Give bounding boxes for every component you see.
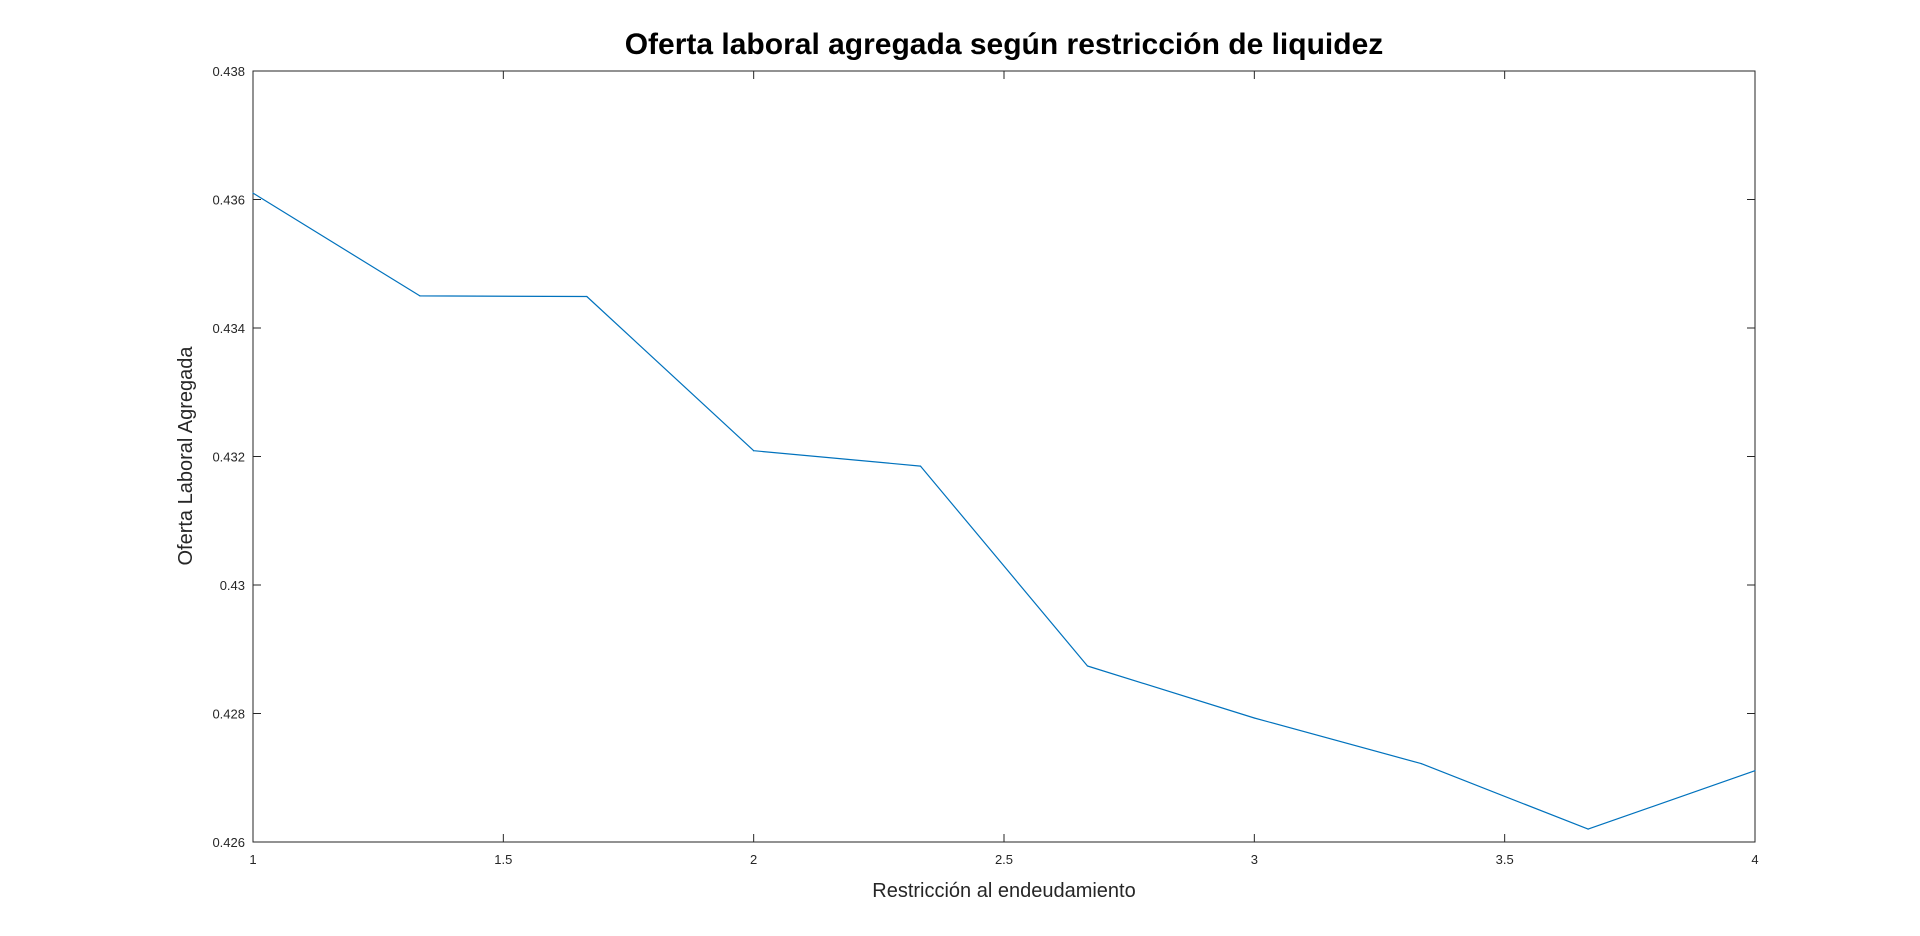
data-point bbox=[1253, 717, 1255, 719]
y-tick-label: 0.436 bbox=[212, 193, 245, 208]
y-tick-label: 0.432 bbox=[212, 450, 245, 465]
data-point bbox=[1086, 665, 1089, 667]
y-tick-label: 0.438 bbox=[212, 64, 245, 79]
y-axis-label: Oferta Laboral Agregada bbox=[175, 346, 197, 566]
x-axis-ticks bbox=[252, 71, 1756, 842]
data-point bbox=[1587, 828, 1589, 830]
x-tick-label: 3 bbox=[1251, 852, 1258, 867]
y-axis-ticks bbox=[253, 70, 1755, 843]
x-tick-label: 2 bbox=[750, 852, 757, 867]
data-point bbox=[419, 295, 421, 297]
axes-box bbox=[252, 70, 1756, 843]
x-tick-label: 4 bbox=[1751, 852, 1758, 867]
data-point bbox=[252, 192, 254, 194]
y-tick-label: 0.43 bbox=[220, 578, 245, 593]
series-line bbox=[252, 192, 1756, 830]
x-tick-label: 3.5 bbox=[1496, 852, 1514, 867]
data-point bbox=[753, 450, 755, 452]
data-point bbox=[1420, 763, 1422, 765]
x-tick-label: 2.5 bbox=[995, 852, 1013, 867]
x-tick-label: 1.5 bbox=[494, 852, 512, 867]
y-tick-label: 0.426 bbox=[212, 835, 245, 850]
y-tick-label: 0.428 bbox=[212, 707, 245, 722]
series-layer bbox=[252, 192, 1756, 830]
x-axis-label: Restricción al endeudamiento bbox=[872, 880, 1136, 902]
data-point bbox=[919, 465, 922, 467]
chart-title: Oferta laboral agregada según restricció… bbox=[625, 28, 1384, 61]
x-tick-label: 1 bbox=[249, 852, 256, 867]
data-point bbox=[586, 295, 588, 298]
y-axis-tick-labels: 0.426 0.428 0.43 0.432 0.434 0.436 0.438 bbox=[212, 64, 245, 850]
data-point bbox=[1754, 770, 1756, 772]
y-tick-label: 0.434 bbox=[212, 321, 245, 336]
x-axis-tick-labels: 1 1.5 2 2.5 3 3.5 4 bbox=[249, 852, 1758, 867]
plot-area bbox=[252, 70, 1756, 843]
